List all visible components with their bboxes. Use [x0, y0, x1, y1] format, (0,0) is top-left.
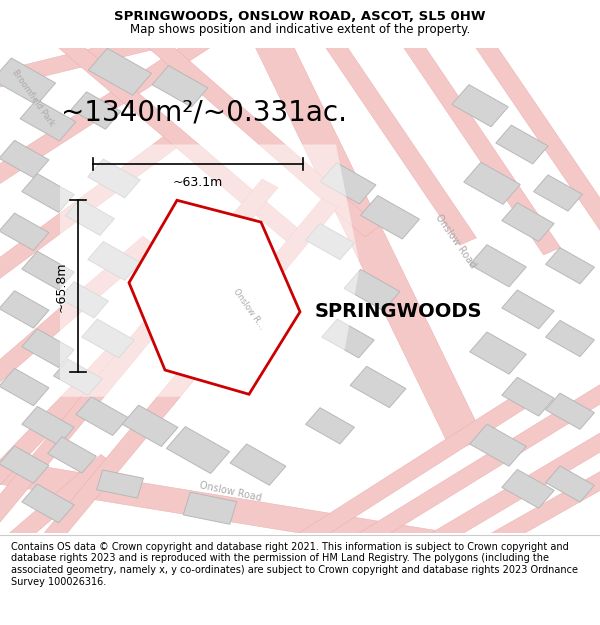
Polygon shape	[88, 159, 140, 198]
Polygon shape	[322, 34, 476, 245]
Polygon shape	[97, 470, 143, 498]
Polygon shape	[71, 92, 121, 129]
Polygon shape	[53, 359, 103, 396]
Polygon shape	[0, 291, 49, 328]
Polygon shape	[152, 66, 208, 107]
Polygon shape	[47, 437, 97, 473]
Polygon shape	[502, 202, 554, 241]
Polygon shape	[545, 393, 595, 429]
Polygon shape	[400, 34, 560, 255]
Polygon shape	[464, 162, 520, 204]
Polygon shape	[533, 175, 583, 211]
Polygon shape	[305, 408, 355, 444]
Polygon shape	[5, 454, 115, 548]
Text: ~65.8m: ~65.8m	[54, 261, 67, 312]
Polygon shape	[166, 427, 230, 474]
Polygon shape	[22, 174, 74, 213]
Polygon shape	[0, 141, 49, 177]
Polygon shape	[452, 84, 508, 127]
Polygon shape	[344, 269, 400, 311]
Polygon shape	[470, 424, 526, 466]
Polygon shape	[0, 446, 49, 483]
Polygon shape	[502, 290, 554, 329]
Polygon shape	[60, 144, 360, 397]
Polygon shape	[545, 248, 595, 284]
Polygon shape	[487, 468, 600, 549]
Polygon shape	[470, 245, 526, 287]
Polygon shape	[350, 366, 406, 408]
Polygon shape	[22, 329, 74, 367]
Polygon shape	[0, 31, 171, 94]
Polygon shape	[88, 241, 140, 280]
Polygon shape	[22, 484, 74, 522]
Text: SPRINGWOODS, ONSLOW ROAD, ASCOT, SL5 0HW: SPRINGWOODS, ONSLOW ROAD, ASCOT, SL5 0HW	[114, 9, 486, 22]
Polygon shape	[545, 466, 595, 502]
Polygon shape	[143, 32, 379, 237]
Text: SPRINGWOODS: SPRINGWOODS	[315, 302, 482, 321]
Polygon shape	[472, 34, 600, 236]
Polygon shape	[230, 444, 286, 485]
Polygon shape	[305, 223, 355, 259]
Polygon shape	[0, 236, 157, 402]
Polygon shape	[502, 378, 554, 416]
Polygon shape	[0, 343, 128, 508]
Polygon shape	[253, 32, 485, 451]
Polygon shape	[129, 200, 300, 394]
Polygon shape	[22, 406, 74, 445]
Polygon shape	[0, 213, 49, 251]
Text: Onslow R…: Onslow R…	[232, 288, 266, 331]
Polygon shape	[545, 321, 595, 357]
Polygon shape	[427, 429, 600, 549]
Polygon shape	[320, 162, 376, 204]
Polygon shape	[88, 48, 152, 95]
Polygon shape	[65, 199, 115, 236]
Text: ~63.1m: ~63.1m	[173, 176, 223, 189]
Polygon shape	[0, 368, 49, 406]
Text: Contains OS data © Crown copyright and database right 2021. This information is : Contains OS data © Crown copyright and d…	[11, 542, 578, 586]
Polygon shape	[0, 129, 187, 296]
Polygon shape	[40, 198, 338, 546]
Polygon shape	[361, 196, 419, 239]
Polygon shape	[20, 99, 76, 141]
Polygon shape	[76, 397, 128, 436]
Polygon shape	[354, 381, 600, 548]
Polygon shape	[322, 319, 374, 358]
Polygon shape	[82, 319, 134, 358]
Polygon shape	[0, 58, 56, 105]
Polygon shape	[122, 405, 178, 446]
Text: ~1340m²/~0.331ac.: ~1340m²/~0.331ac.	[61, 99, 347, 127]
Polygon shape	[53, 32, 307, 247]
Polygon shape	[0, 32, 216, 199]
Polygon shape	[294, 391, 534, 548]
Polygon shape	[496, 125, 548, 164]
Text: Map shows position and indicative extent of the property.: Map shows position and indicative extent…	[130, 22, 470, 36]
Text: Onslow Road: Onslow Road	[434, 213, 478, 270]
Polygon shape	[59, 282, 109, 318]
Text: Broomfield Park: Broomfield Park	[10, 69, 56, 128]
Polygon shape	[0, 179, 278, 527]
Polygon shape	[22, 251, 74, 290]
Text: Onslow Road: Onslow Road	[199, 480, 263, 502]
Polygon shape	[470, 332, 526, 374]
Polygon shape	[0, 455, 435, 554]
Polygon shape	[183, 492, 237, 524]
Polygon shape	[502, 469, 554, 508]
